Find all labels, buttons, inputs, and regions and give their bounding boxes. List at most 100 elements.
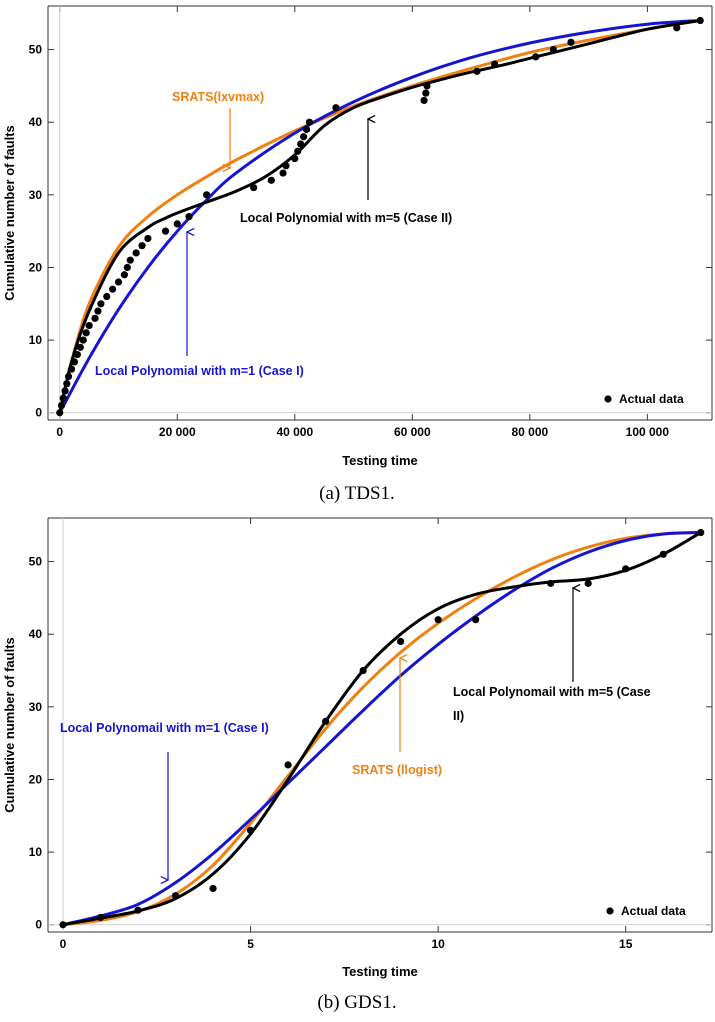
data-point [397, 637, 405, 646]
data-point [144, 234, 152, 243]
data-point [422, 89, 430, 97]
annotation-srats: SRATS (llogist) [352, 763, 442, 777]
data-point [305, 118, 314, 126]
y-axis-title: Cumulative number of faults [2, 637, 17, 813]
data-point [549, 45, 557, 54]
data-point [584, 579, 592, 587]
data-point [322, 717, 330, 725]
caption: (a) TDS1. [319, 483, 395, 504]
series-line-2 [61, 531, 703, 927]
data-point [622, 565, 630, 573]
data-point [282, 162, 290, 170]
annotation-case-ii: Local Polynomial with m=5 (Case II) [240, 211, 452, 225]
axis-ticks: 0 20 000 40 000 60 000 80 000 100 000 0 10 20 30 4… [29, 6, 712, 439]
annotation-srats: SRATS(lxvmax) [172, 90, 264, 104]
plot-area [47, 517, 713, 933]
y-tick-label: 0 [35, 406, 42, 420]
data-point [64, 372, 73, 381]
scatter-points [59, 528, 705, 929]
data-point [279, 169, 287, 177]
data-point [473, 67, 481, 75]
x-tick-label: 15 [619, 937, 633, 951]
data-point [114, 278, 123, 286]
data-point [61, 387, 69, 395]
data-point [126, 256, 134, 264]
annotation-case-ii-line1: Local Polynomail with m=5 (Case [453, 685, 651, 699]
data-point [209, 884, 217, 893]
data-point [67, 365, 76, 373]
data-point [103, 292, 111, 301]
data-point [76, 343, 84, 351]
data-point [291, 154, 299, 163]
x-tick-label: 0 [60, 937, 67, 951]
data-point [659, 550, 667, 558]
y-tick-label: 0 [35, 918, 42, 932]
data-point [420, 96, 428, 105]
data-point [267, 176, 275, 184]
data-point [82, 329, 90, 337]
data-point [567, 38, 575, 46]
plot-area [47, 5, 713, 421]
data-point [59, 394, 67, 402]
data-point [294, 147, 302, 155]
data-point [123, 263, 131, 272]
data-point [171, 892, 180, 900]
annotation-case-ii-line2: II) [453, 709, 464, 723]
data-point [85, 321, 93, 330]
data-point [547, 579, 555, 587]
y-tick-label: 20 [29, 260, 43, 274]
x-tick-label: 5 [247, 937, 254, 951]
series-lines [58, 19, 702, 415]
data-point [673, 24, 681, 32]
y-tick-label: 50 [29, 43, 43, 57]
data-point [70, 358, 79, 366]
data-point [91, 314, 99, 322]
data-point [134, 906, 142, 914]
series-line-0 [58, 19, 702, 415]
y-tick-label: 30 [29, 188, 43, 202]
data-point [120, 271, 128, 279]
data-point [173, 220, 181, 228]
data-point [246, 826, 255, 834]
data-point [297, 140, 305, 148]
y-tick-label: 10 [29, 845, 43, 859]
legend-label: Actual data [621, 904, 686, 918]
y-tick-label: 50 [29, 555, 43, 569]
data-point [697, 528, 705, 537]
data-point [97, 300, 105, 308]
y-tick-label: 30 [29, 700, 43, 714]
y-tick-label: 40 [29, 115, 43, 129]
data-point [132, 249, 140, 257]
data-point [94, 307, 102, 315]
y-tick-label: 10 [29, 333, 43, 347]
data-point [63, 380, 71, 388]
x-tick-label: 0 [56, 425, 63, 439]
chart-gds1: 0 5 10 15 0 10 20 30 40 50 Local Polynomail with … [2, 517, 713, 1013]
data-point [79, 336, 87, 344]
data-point [185, 213, 193, 221]
x-tick-label: 40 000 [276, 425, 313, 439]
data-point [161, 227, 170, 235]
data-point [57, 401, 66, 410]
series-line-1 [58, 19, 702, 415]
annotation-case-i: Local Polynomail with m=1 (Case I) [60, 721, 269, 735]
data-point [59, 921, 67, 929]
data-point [96, 913, 105, 922]
axis-ticks: 0 5 10 15 0 10 20 30 40 50 [29, 518, 712, 951]
x-tick-label: 10 [431, 937, 445, 951]
data-point [138, 242, 146, 250]
x-tick-label: 80 000 [511, 425, 548, 439]
data-point [302, 125, 311, 134]
data-point [359, 666, 367, 675]
data-point [300, 133, 308, 141]
data-point [56, 409, 64, 417]
x-tick-label: 100 000 [626, 425, 670, 439]
chart-tds1: 0 20 000 40 000 60 000 80 000 100 000 0 10 20 30 4… [2, 5, 713, 504]
legend-marker [604, 395, 612, 403]
legend-marker [606, 907, 614, 915]
data-point [532, 53, 540, 61]
data-point [423, 82, 431, 90]
data-point [284, 761, 292, 769]
legend: Actual data [604, 392, 684, 406]
